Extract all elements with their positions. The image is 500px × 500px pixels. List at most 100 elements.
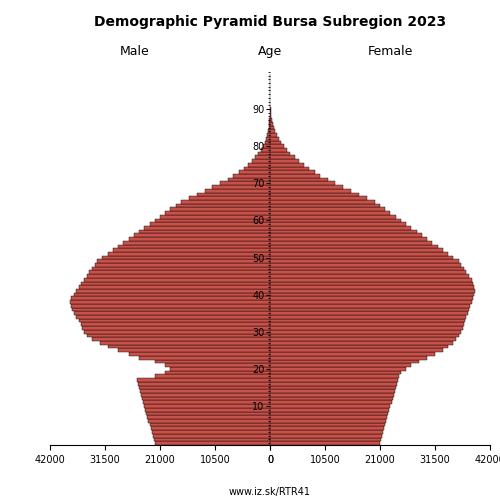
Bar: [76, 289, 270, 293]
Bar: [270, 341, 454, 345]
Bar: [270, 241, 432, 244]
Bar: [128, 352, 270, 356]
Bar: [155, 442, 270, 445]
Bar: [82, 282, 270, 286]
Bar: [270, 296, 473, 300]
Bar: [270, 226, 412, 230]
Bar: [70, 300, 270, 304]
Bar: [270, 218, 401, 222]
Bar: [97, 260, 270, 263]
Bar: [270, 118, 272, 122]
Bar: [76, 315, 270, 319]
Bar: [228, 178, 270, 182]
Bar: [270, 304, 470, 308]
Bar: [270, 126, 274, 130]
Bar: [270, 382, 397, 386]
Bar: [270, 364, 412, 367]
Bar: [102, 256, 270, 260]
Bar: [270, 260, 458, 263]
Bar: [270, 334, 458, 338]
Bar: [72, 308, 270, 312]
Bar: [270, 378, 398, 382]
Bar: [270, 230, 416, 234]
Bar: [74, 312, 270, 315]
Bar: [124, 241, 270, 244]
Bar: [155, 374, 270, 378]
Bar: [270, 293, 474, 296]
Bar: [84, 278, 270, 281]
Bar: [144, 404, 270, 408]
Bar: [270, 412, 388, 416]
Bar: [270, 140, 281, 144]
Bar: [92, 267, 270, 270]
Bar: [270, 111, 271, 114]
Bar: [256, 156, 270, 159]
Bar: [152, 430, 270, 434]
Bar: [270, 252, 448, 256]
Bar: [155, 218, 270, 222]
Bar: [270, 386, 396, 390]
Bar: [165, 370, 270, 374]
Bar: [270, 182, 336, 185]
Bar: [170, 367, 270, 370]
Text: Male: Male: [120, 45, 150, 58]
Bar: [82, 326, 270, 330]
Bar: [270, 189, 351, 192]
Bar: [270, 345, 448, 348]
Bar: [270, 159, 299, 163]
Bar: [270, 204, 380, 208]
Bar: [71, 304, 270, 308]
Bar: [128, 237, 270, 241]
Bar: [270, 348, 443, 352]
Bar: [270, 408, 390, 412]
Bar: [265, 140, 270, 144]
Bar: [196, 192, 270, 196]
Bar: [148, 419, 270, 422]
Bar: [270, 308, 469, 312]
Bar: [74, 293, 270, 296]
Bar: [270, 152, 290, 156]
Bar: [71, 296, 270, 300]
Bar: [270, 174, 320, 178]
Bar: [86, 334, 270, 338]
Bar: [270, 352, 435, 356]
Bar: [148, 416, 270, 419]
Bar: [234, 174, 270, 178]
Bar: [108, 252, 270, 256]
Bar: [84, 330, 270, 334]
Bar: [261, 148, 270, 152]
Bar: [270, 234, 422, 237]
Bar: [270, 237, 427, 241]
Bar: [268, 130, 270, 133]
Bar: [79, 319, 270, 322]
Bar: [270, 137, 278, 140]
Bar: [118, 348, 270, 352]
Bar: [270, 430, 383, 434]
Bar: [270, 270, 466, 274]
Bar: [270, 370, 401, 374]
Bar: [270, 330, 461, 334]
Bar: [82, 322, 270, 326]
Bar: [137, 378, 270, 382]
Bar: [270, 267, 464, 270]
Bar: [90, 270, 270, 274]
Bar: [92, 338, 270, 341]
Bar: [270, 185, 344, 189]
Bar: [152, 434, 270, 438]
Bar: [270, 215, 396, 218]
Text: Demographic Pyramid Bursa Subregion 2023: Demographic Pyramid Bursa Subregion 2023: [94, 15, 446, 29]
Bar: [100, 341, 270, 345]
Bar: [165, 211, 270, 215]
Bar: [181, 200, 270, 203]
Bar: [142, 396, 270, 400]
Bar: [141, 393, 270, 396]
Bar: [270, 416, 388, 419]
Bar: [160, 215, 270, 218]
Bar: [150, 422, 270, 426]
Bar: [270, 360, 420, 364]
Bar: [270, 374, 399, 378]
Bar: [138, 382, 270, 386]
Bar: [270, 130, 275, 133]
Bar: [270, 286, 474, 289]
Bar: [270, 326, 463, 330]
